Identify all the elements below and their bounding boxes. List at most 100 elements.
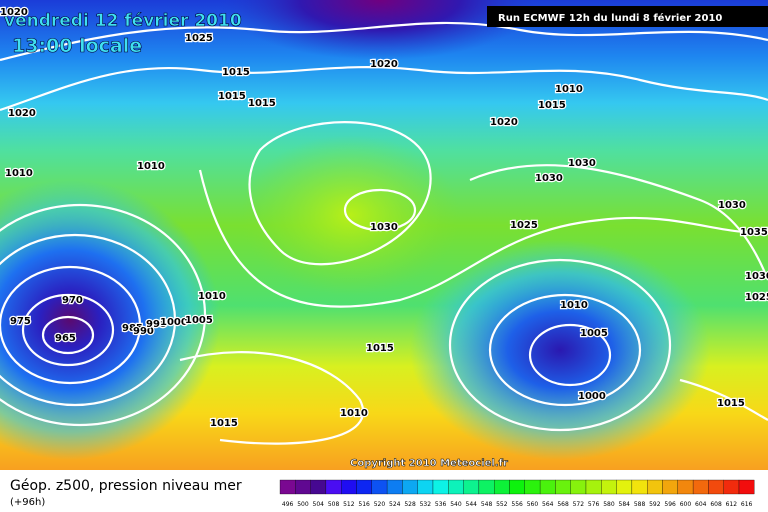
- isobar-label: 1010: [560, 300, 588, 311]
- scale-swatch: [677, 479, 694, 495]
- scale-label: 512: [343, 501, 355, 508]
- scale-swatch: [417, 479, 434, 495]
- scale-swatch: [341, 479, 357, 495]
- forecast-time: 13:00 locale: [12, 35, 142, 57]
- scale-swatch: [708, 479, 724, 495]
- isobar-label: 1030: [370, 222, 398, 233]
- scale-label: 532: [420, 501, 432, 508]
- isobar-label: 990: [133, 326, 154, 337]
- scale-swatch: [555, 479, 571, 495]
- scale-label: 556: [511, 501, 523, 508]
- run-banner: [487, 6, 768, 27]
- scale-swatch: [585, 479, 602, 495]
- isobar-label: 1010: [555, 84, 583, 95]
- scale-label: 504: [313, 501, 325, 508]
- isobar-label: 1015: [210, 418, 238, 429]
- isobar-label: 1000: [578, 391, 606, 402]
- scale-label: 548: [481, 501, 493, 508]
- isobar-label: 1025: [510, 220, 538, 231]
- isobar-label: 1030: [568, 158, 596, 169]
- isobar-label: 1035: [740, 227, 768, 238]
- scale-label: 584: [619, 501, 631, 508]
- isobar-label: 1025: [745, 292, 768, 303]
- scale-swatch: [386, 479, 403, 495]
- isobar-label: 1030: [718, 200, 746, 211]
- scale-label: 580: [603, 501, 615, 508]
- scale-swatch: [478, 479, 495, 495]
- isobar-label: 1010: [137, 161, 165, 172]
- isobar-label: 1010: [5, 168, 33, 179]
- scale-label: 500: [297, 501, 309, 508]
- isobar-label: 1010: [198, 291, 226, 302]
- scale-label: 552: [496, 501, 508, 508]
- scale-swatch: [723, 479, 740, 495]
- scale-label: 604: [695, 501, 707, 508]
- isobar-label: 1025: [185, 33, 213, 44]
- scale-swatch: [509, 479, 525, 495]
- scale-label: 560: [527, 501, 539, 508]
- scale-swatch: [570, 479, 587, 495]
- scale-label: 564: [542, 501, 554, 508]
- scale-label: 540: [450, 501, 462, 508]
- scale-label: 524: [389, 501, 401, 508]
- scale-swatch: [524, 479, 541, 495]
- isobar-label: 1020: [490, 117, 518, 128]
- scale-swatch: [432, 479, 449, 495]
- med-low: [410, 240, 710, 460]
- scale-label: 592: [649, 501, 661, 508]
- isobar-label: 1020: [8, 108, 36, 119]
- scale-swatch: [463, 479, 480, 495]
- isobar-label: 995: [146, 319, 167, 330]
- legend-lead: (+96h): [10, 497, 45, 508]
- isobar-label: 1015: [248, 98, 276, 109]
- scale-swatch: [601, 479, 617, 495]
- scale-swatch: [616, 479, 633, 495]
- isobar-label: 1015: [366, 343, 394, 354]
- isobar-label: 1000: [160, 317, 188, 328]
- upper-low: [220, 0, 540, 60]
- scale-swatch: [692, 479, 709, 495]
- scale-swatch: [295, 479, 311, 495]
- scale-swatch: [539, 479, 556, 495]
- isobar-label: 1015: [717, 398, 745, 409]
- isobar-label: 1010: [340, 408, 368, 419]
- run-info: Run ECMWF 12h du lundi 8 février 2010: [498, 12, 722, 24]
- scale-label: 496: [282, 501, 294, 508]
- isobar-label: 1005: [185, 315, 213, 326]
- scale-label: 572: [573, 501, 585, 508]
- scale-label: 544: [466, 501, 478, 508]
- isobar-label: 1030: [745, 271, 768, 282]
- isobar-label: 1015: [222, 67, 250, 78]
- isobar-label: 985: [122, 323, 143, 334]
- scale-label: 600: [680, 501, 692, 508]
- isobar-label: 975: [10, 316, 31, 327]
- scale-label: 596: [664, 501, 676, 508]
- scale-swatch: [371, 479, 388, 495]
- isobar-label: 1020: [0, 7, 28, 18]
- copyright: Copyright 2010 Meteociel.fr: [350, 458, 508, 469]
- forecast-date: vendredi 12 février 2010: [4, 11, 242, 31]
- scale-swatch: [279, 479, 296, 495]
- scale-label: 528: [404, 501, 416, 508]
- scale-label: 536: [435, 501, 447, 508]
- legend-title: Géop. z500, pression niveau mer: [10, 478, 242, 494]
- scale-swatch: [448, 479, 464, 495]
- scale-label: 516: [358, 501, 370, 508]
- scale-swatch: [310, 479, 327, 495]
- scale-swatch: [402, 479, 418, 495]
- scale-swatch: [631, 479, 648, 495]
- isobars: [0, 21, 768, 445]
- isobar-label: 1015: [218, 91, 246, 102]
- scale-label: 612: [726, 501, 738, 508]
- scale-label: 588: [634, 501, 646, 508]
- scale-label: 608: [710, 501, 722, 508]
- isobar-label: 1030: [535, 173, 563, 184]
- scale-label: 568: [557, 501, 569, 508]
- scale-label: 616: [741, 501, 753, 508]
- scale-swatch: [494, 479, 510, 495]
- isobar-label: 965: [55, 333, 76, 344]
- atlantic-low: [0, 180, 220, 460]
- scale-swatch: [325, 479, 342, 495]
- high-area: [240, 135, 460, 295]
